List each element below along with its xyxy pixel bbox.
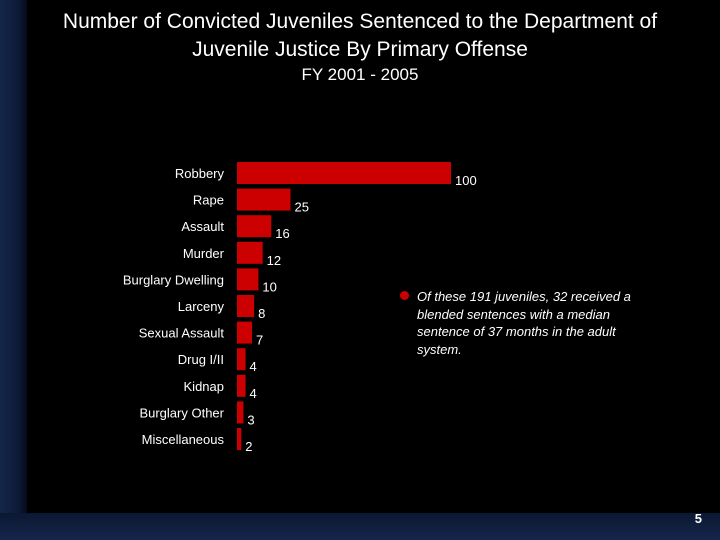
category-label-miscellaneous: Miscellaneous bbox=[142, 432, 225, 447]
category-label-murder: Murder bbox=[183, 246, 225, 261]
page-number: 5 bbox=[694, 511, 702, 526]
note-text: Of these 191 juveniles, 32 received a bl… bbox=[417, 289, 631, 357]
value-label-assault: 16 bbox=[275, 226, 289, 241]
note-bullet-icon bbox=[400, 291, 409, 300]
value-label-burglary-other: 3 bbox=[247, 412, 254, 427]
category-label-rape: Rape bbox=[193, 193, 224, 208]
value-label-larceny: 8 bbox=[258, 306, 265, 321]
bar-drug-i-ii bbox=[237, 348, 246, 371]
value-label-drug-i-ii: 4 bbox=[250, 359, 257, 374]
value-label-kidnap: 4 bbox=[250, 386, 257, 401]
note-callout: Of these 191 juveniles, 32 received a bl… bbox=[400, 288, 662, 358]
bottom-decorative-strip bbox=[0, 513, 720, 540]
bar-assault bbox=[237, 215, 272, 238]
bar-rape bbox=[237, 188, 291, 211]
value-label-burglary-dwelling: 10 bbox=[262, 279, 276, 294]
bar-kidnap bbox=[237, 374, 246, 397]
value-label-miscellaneous: 2 bbox=[245, 439, 252, 454]
value-label-sexual-assault: 7 bbox=[256, 333, 263, 348]
left-decorative-strip bbox=[0, 0, 27, 540]
bar-larceny bbox=[237, 295, 255, 317]
category-label-burglary-other: Burglary Other bbox=[139, 405, 224, 420]
value-label-robbery: 100 bbox=[455, 173, 477, 188]
bar-murder bbox=[237, 241, 263, 264]
category-label-burglary-dwelling: Burglary Dwelling bbox=[123, 272, 224, 287]
category-label-sexual-assault: Sexual Assault bbox=[139, 326, 225, 341]
category-label-kidnap: Kidnap bbox=[184, 379, 224, 394]
bar-robbery bbox=[237, 162, 451, 184]
bar-burglary-dwelling bbox=[237, 268, 259, 291]
bar-miscellaneous bbox=[237, 428, 242, 450]
value-label-murder: 12 bbox=[267, 253, 281, 268]
category-label-assault: Assault bbox=[181, 219, 224, 234]
category-label-drug-i-ii: Drug I/II bbox=[178, 352, 224, 367]
bar-burglary-other bbox=[237, 401, 244, 424]
chart-title: Number of Convicted Juveniles Sentenced … bbox=[62, 10, 658, 61]
chart-subtitle: FY 2001 - 2005 bbox=[301, 65, 419, 84]
category-label-larceny: Larceny bbox=[178, 299, 225, 314]
value-label-rape: 25 bbox=[295, 200, 309, 215]
category-label-robbery: Robbery bbox=[175, 166, 225, 181]
bar-sexual-assault bbox=[237, 321, 252, 344]
